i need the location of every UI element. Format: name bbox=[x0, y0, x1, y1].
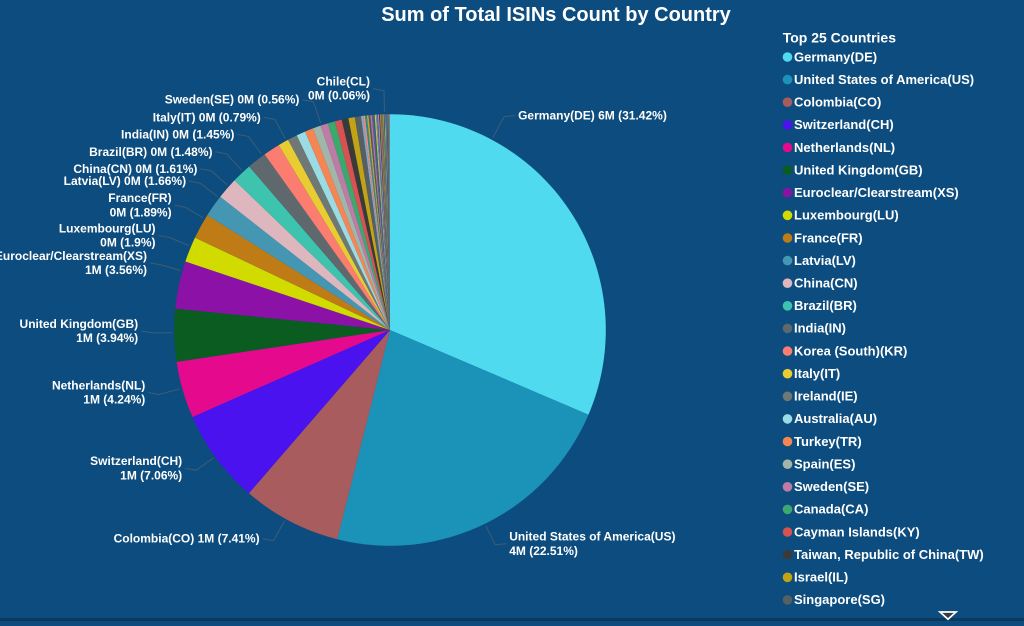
svg-text:United Kingdom(GB): United Kingdom(GB) bbox=[794, 162, 923, 177]
svg-text:Korea (South)(KR): Korea (South)(KR) bbox=[794, 343, 907, 358]
svg-text:China(CN): China(CN) bbox=[794, 276, 858, 291]
svg-text:Turkey(TR): Turkey(TR) bbox=[794, 434, 862, 449]
svg-text:Luxembourg(LU): Luxembourg(LU) bbox=[794, 208, 899, 223]
svg-text:Sweden(SE): Sweden(SE) bbox=[794, 479, 869, 494]
svg-text:India(IN): India(IN) bbox=[794, 321, 846, 336]
svg-text:Australia(AU): Australia(AU) bbox=[794, 411, 877, 426]
svg-text:Switzerland(CH): Switzerland(CH) bbox=[794, 117, 894, 132]
svg-text:Brazil(BR) 0M (1.48%): Brazil(BR) 0M (1.48%) bbox=[89, 145, 212, 159]
svg-text:Italy(IT) 0M (0.79%): Italy(IT) 0M (0.79%) bbox=[153, 110, 261, 124]
svg-text:Ireland(IE): Ireland(IE) bbox=[794, 389, 858, 404]
svg-text:Singapore(SG): Singapore(SG) bbox=[794, 592, 885, 607]
svg-text:Spain(ES): Spain(ES) bbox=[794, 457, 855, 472]
svg-text:Israel(IL): Israel(IL) bbox=[794, 570, 848, 585]
svg-text:Switzerland(CH): Switzerland(CH) bbox=[90, 454, 182, 468]
svg-text:France(FR): France(FR) bbox=[794, 230, 863, 245]
svg-text:China(CN) 0M (1.61%): China(CN) 0M (1.61%) bbox=[73, 162, 197, 176]
svg-text:Netherlands(NL): Netherlands(NL) bbox=[52, 378, 145, 392]
svg-text:Brazil(BR): Brazil(BR) bbox=[794, 298, 857, 313]
svg-text:India(IN) 0M (1.45%): India(IN) 0M (1.45%) bbox=[121, 127, 234, 141]
svg-text:0M (1.9%): 0M (1.9%) bbox=[100, 236, 155, 250]
svg-text:Latvia(LV): Latvia(LV) bbox=[794, 253, 856, 268]
svg-text:Germany(DE): Germany(DE) bbox=[794, 49, 877, 64]
svg-text:4M (22.51%): 4M (22.51%) bbox=[509, 544, 578, 558]
svg-text:France(FR): France(FR) bbox=[108, 191, 171, 205]
svg-text:United States of America(US): United States of America(US) bbox=[509, 530, 675, 544]
svg-text:Canada(CA): Canada(CA) bbox=[794, 502, 868, 517]
svg-text:Taiwan, Republic of China(TW): Taiwan, Republic of China(TW) bbox=[794, 547, 984, 562]
svg-text:1M (3.56%): 1M (3.56%) bbox=[85, 263, 147, 277]
svg-text:Latvia(LV) 0M (1.66%): Latvia(LV) 0M (1.66%) bbox=[64, 174, 186, 188]
svg-text:Top 25 Countries: Top 25 Countries bbox=[783, 30, 897, 46]
svg-text:Italy(IT): Italy(IT) bbox=[794, 366, 840, 381]
svg-text:Chile(CL): Chile(CL) bbox=[317, 75, 370, 89]
svg-text:Germany(DE) 6M (31.42%): Germany(DE) 6M (31.42%) bbox=[518, 109, 667, 123]
svg-text:1M (3.94%): 1M (3.94%) bbox=[76, 331, 138, 345]
svg-text:Sweden(SE) 0M (0.56%): Sweden(SE) 0M (0.56%) bbox=[165, 93, 300, 107]
svg-text:1M (7.06%): 1M (7.06%) bbox=[120, 468, 182, 482]
svg-text:Colombia(CO): Colombia(CO) bbox=[794, 95, 881, 110]
svg-text:Colombia(CO) 1M (7.41%): Colombia(CO) 1M (7.41%) bbox=[114, 532, 260, 546]
svg-text:United Kingdom(GB): United Kingdom(GB) bbox=[20, 317, 139, 331]
svg-text:Cayman Islands(KY): Cayman Islands(KY) bbox=[794, 524, 920, 539]
svg-text:Euroclear/Clearstream(XS): Euroclear/Clearstream(XS) bbox=[0, 249, 147, 263]
svg-text:Luxembourg(LU): Luxembourg(LU) bbox=[59, 221, 156, 235]
svg-text:1M (4.24%): 1M (4.24%) bbox=[83, 393, 145, 407]
svg-text:0M (1.89%): 0M (1.89%) bbox=[110, 205, 172, 219]
svg-text:United States of America(US): United States of America(US) bbox=[794, 72, 974, 87]
svg-text:Euroclear/Clearstream(XS): Euroclear/Clearstream(XS) bbox=[794, 185, 959, 200]
svg-text:Sum of Total ISINs Count by Co: Sum of Total ISINs Count by Country bbox=[381, 4, 731, 26]
svg-text:0M (0.06%): 0M (0.06%) bbox=[308, 89, 370, 103]
svg-text:Netherlands(NL): Netherlands(NL) bbox=[794, 140, 895, 155]
